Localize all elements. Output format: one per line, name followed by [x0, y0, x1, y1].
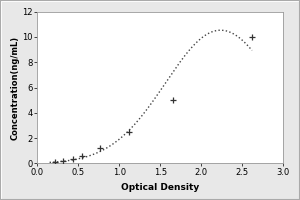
Point	[80, 154, 85, 157]
Point	[97, 146, 102, 149]
X-axis label: Optical Density: Optical Density	[121, 183, 200, 192]
Point	[53, 161, 58, 164]
Point	[250, 35, 254, 39]
Y-axis label: Concentration(ng/mL): Concentration(ng/mL)	[10, 35, 19, 140]
Point	[170, 99, 175, 102]
Point	[71, 158, 76, 161]
Point	[60, 160, 65, 163]
Point	[127, 130, 131, 133]
